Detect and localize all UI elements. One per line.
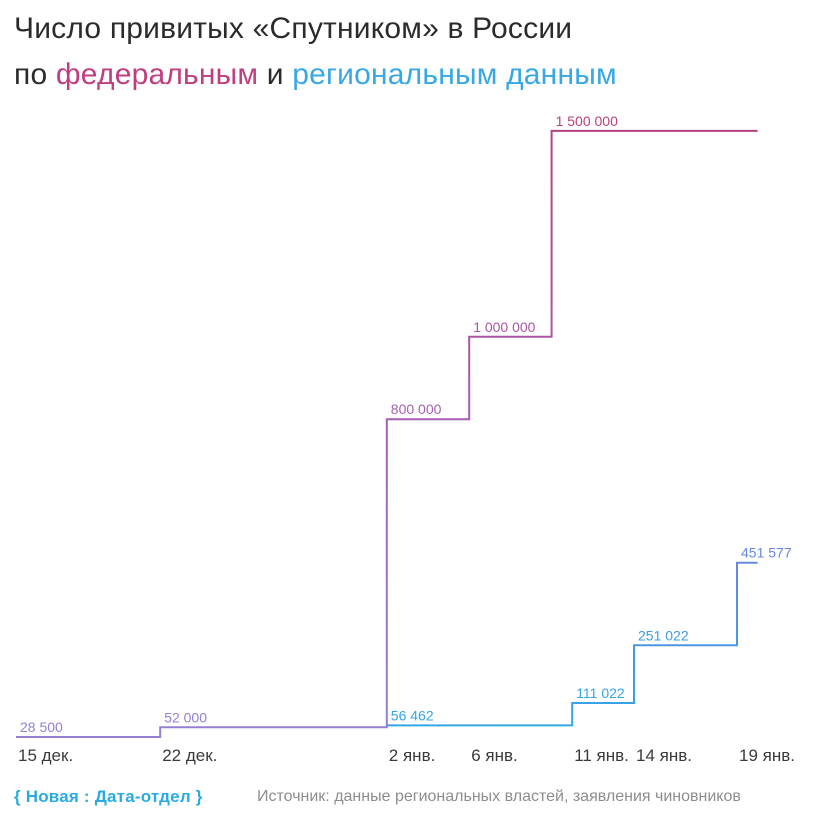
federal-value-label: 28 500 bbox=[20, 719, 63, 735]
x-axis-label: 14 янв. bbox=[636, 746, 692, 765]
regional-value-label: 111 022 bbox=[576, 685, 625, 701]
federal-value-label: 1 000 000 bbox=[473, 319, 535, 335]
title-federal-highlight: федеральным bbox=[55, 58, 259, 91]
x-axis-label: 2 янв. bbox=[389, 746, 436, 765]
x-axis-label: 15 дек. bbox=[18, 746, 73, 765]
federal-value-label: 800 000 bbox=[391, 401, 442, 417]
x-axis-label: 19 янв. bbox=[739, 746, 795, 765]
x-axis-label: 6 янв. bbox=[471, 746, 518, 765]
regional-value-label: 251 022 bbox=[638, 627, 689, 643]
regional-line bbox=[386, 561, 758, 727]
page-title: Число привитых «Спутником» в России по фе… bbox=[14, 6, 617, 98]
title-line1: Число привитых «Спутником» в России bbox=[14, 12, 573, 45]
regional-value-label: 56 462 bbox=[391, 707, 434, 723]
x-axis-label: 22 дек. bbox=[162, 746, 217, 765]
federal-line bbox=[16, 129, 758, 738]
federal-value-label: 52 000 bbox=[164, 709, 207, 725]
brand-logo: { Новая : Дата-отдел } bbox=[14, 787, 203, 806]
x-axis-label: 11 янв. bbox=[574, 746, 629, 765]
title-line2-prefix: по bbox=[14, 58, 56, 91]
federal-value-label: 1 500 000 bbox=[556, 113, 618, 129]
regional-value-label: 451 577 bbox=[741, 545, 792, 561]
source-note: Источник: данные региональных властей, з… bbox=[257, 788, 741, 805]
title-line2-mid: и bbox=[258, 58, 293, 91]
title-regional-highlight: региональным данным bbox=[292, 58, 617, 91]
